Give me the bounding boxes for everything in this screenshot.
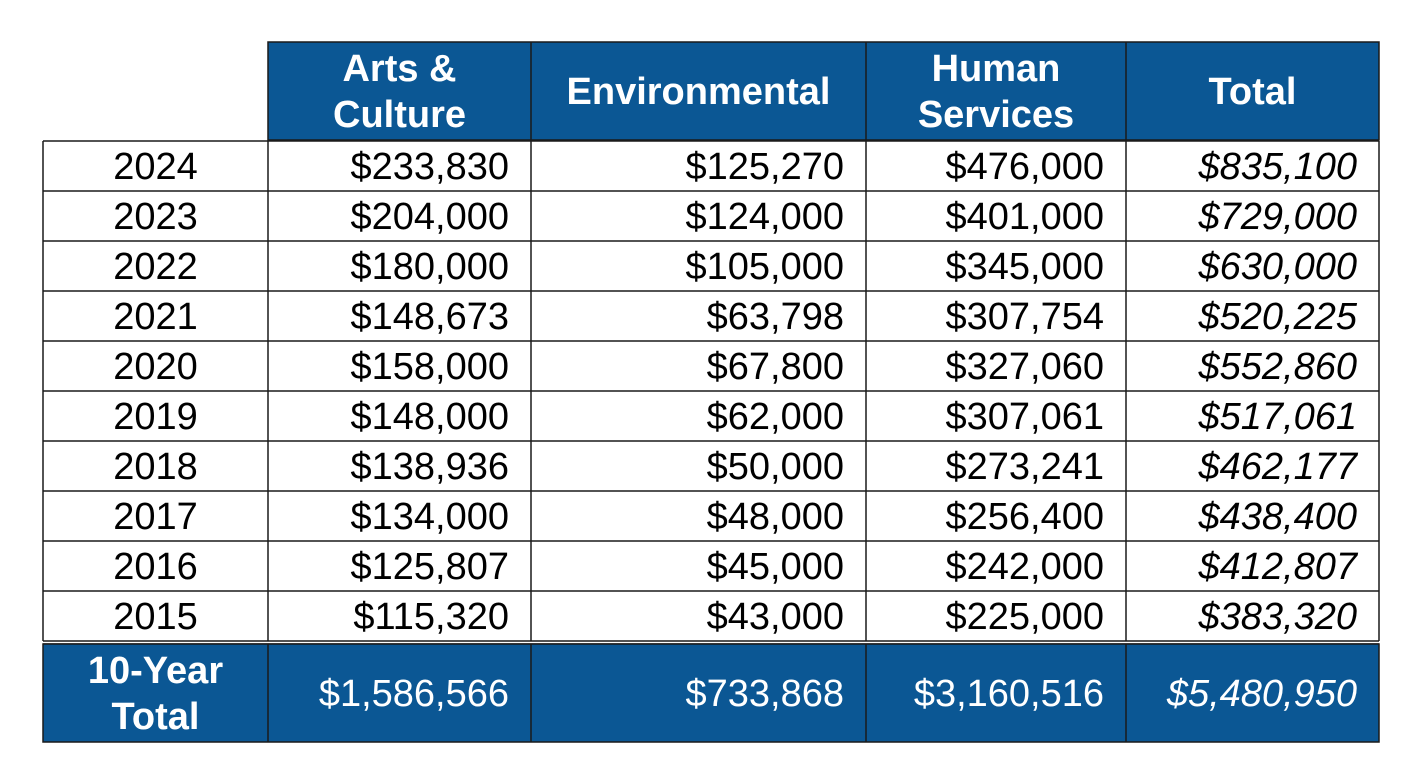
- row-year-2024: 2024: [113, 146, 198, 188]
- cell-arts-2023: $204,000: [351, 196, 510, 238]
- cell-env-2022: $105,000: [686, 246, 845, 288]
- column-header-env: Environmental: [567, 71, 831, 113]
- row-year-2019: 2019: [113, 396, 198, 438]
- cell-arts-2022: $180,000: [351, 246, 510, 288]
- cell-total-2023: $729,000: [1198, 196, 1358, 238]
- cell-arts-2015: $115,320: [353, 596, 509, 638]
- cell-env-2021: $63,798: [707, 296, 844, 338]
- cell-total-2022: $630,000: [1198, 246, 1358, 288]
- column-header-arts: Culture: [333, 94, 466, 136]
- cell-human-2021: $307,754: [946, 296, 1105, 338]
- column-header-arts: Arts &: [342, 48, 456, 90]
- cell-env-2016: $45,000: [707, 546, 844, 588]
- column-header-human: Services: [918, 94, 1074, 136]
- cell-arts-2021: $148,673: [351, 296, 510, 338]
- footer-band: [42, 643, 1380, 743]
- footer-label: Total: [112, 696, 200, 738]
- footer-arts-total: $1,586,566: [319, 673, 509, 715]
- cell-human-2016: $242,000: [946, 546, 1105, 588]
- row-year-2016: 2016: [113, 546, 198, 588]
- cell-total-2017: $438,400: [1198, 496, 1358, 538]
- cell-human-2019: $307,061: [946, 396, 1105, 438]
- cell-arts-2024: $233,830: [351, 146, 510, 188]
- cell-human-2017: $256,400: [946, 496, 1105, 538]
- cell-arts-2017: $134,000: [351, 496, 510, 538]
- cell-env-2015: $43,000: [707, 596, 844, 638]
- footer-human-total: $3,160,516: [914, 673, 1104, 715]
- header-band: [268, 42, 1379, 140]
- cell-human-2015: $225,000: [946, 596, 1105, 638]
- cell-arts-2020: $158,000: [351, 346, 510, 388]
- cell-env-2024: $125,270: [686, 146, 845, 188]
- cell-total-2019: $517,061: [1198, 396, 1358, 438]
- row-year-2022: 2022: [113, 246, 198, 288]
- column-header-total: Total: [1209, 71, 1297, 113]
- cell-env-2018: $50,000: [707, 446, 844, 488]
- cell-env-2019: $62,000: [707, 396, 844, 438]
- row-year-2015: 2015: [113, 596, 198, 638]
- footer-label: 10-Year: [88, 650, 223, 692]
- cell-arts-2016: $125,807: [351, 546, 510, 588]
- footer-total-total: $5,480,950: [1166, 673, 1357, 715]
- cell-human-2024: $476,000: [946, 146, 1105, 188]
- cell-total-2016: $412,807: [1198, 546, 1359, 588]
- row-year-2023: 2023: [113, 196, 198, 238]
- row-year-2017: 2017: [113, 496, 198, 538]
- footer-env-total: $733,868: [686, 673, 845, 715]
- cell-total-2021: $520,225: [1198, 296, 1358, 338]
- cell-total-2024: $835,100: [1198, 146, 1358, 188]
- header-outline: [267, 41, 1380, 141]
- cell-total-2018: $462,177: [1198, 446, 1359, 488]
- column-header-human: Human: [932, 48, 1061, 90]
- cell-arts-2019: $148,000: [351, 396, 510, 438]
- cell-human-2022: $345,000: [946, 246, 1105, 288]
- row-year-2020: 2020: [113, 346, 198, 388]
- row-year-2018: 2018: [113, 446, 198, 488]
- cell-human-2023: $401,000: [946, 196, 1105, 238]
- cell-total-2020: $552,860: [1198, 346, 1358, 388]
- cell-env-2017: $48,000: [707, 496, 844, 538]
- row-year-2021: 2021: [113, 296, 198, 338]
- cell-human-2020: $327,060: [946, 346, 1105, 388]
- cell-arts-2018: $138,936: [351, 446, 510, 488]
- cell-total-2015: $383,320: [1198, 596, 1358, 638]
- cell-env-2023: $124,000: [686, 196, 845, 238]
- cell-env-2020: $67,800: [707, 346, 844, 388]
- cell-human-2018: $273,241: [946, 446, 1105, 488]
